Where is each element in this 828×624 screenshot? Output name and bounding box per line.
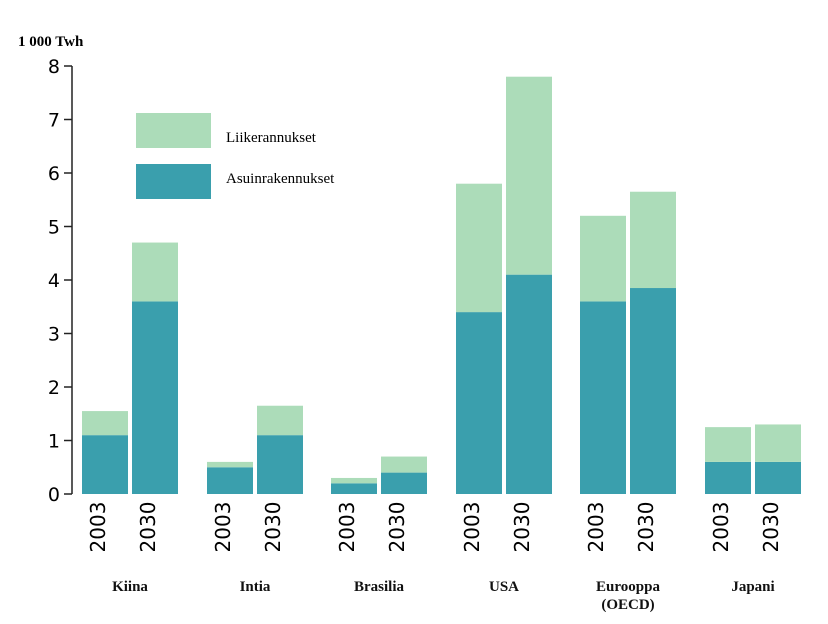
x-tick-label: 2030: [510, 502, 534, 553]
x-tick-label: 2030: [634, 502, 658, 553]
bar-segment: [456, 312, 502, 494]
bar-segment: [630, 191, 676, 289]
bar-segment: [257, 435, 303, 494]
bar-segment: [580, 301, 626, 494]
y-tick-label: 0: [48, 484, 60, 506]
bar-segment: [630, 288, 676, 494]
x-tick-label: 2030: [261, 502, 285, 553]
bar-segment: [331, 483, 377, 494]
y-tick-label: 6: [48, 163, 60, 185]
bar-segment: [257, 405, 303, 436]
group-label: USA: [488, 579, 519, 595]
bar-segment: [705, 427, 751, 462]
x-tick-label: 2003: [460, 502, 484, 553]
bar-segment: [506, 274, 552, 494]
y-axis-label: 1 000 Twh: [18, 34, 84, 50]
group-label: Kiina: [112, 579, 148, 595]
y-tick-label: 3: [48, 324, 60, 346]
legend-swatch: [136, 164, 211, 199]
bar-segment: [755, 424, 801, 462]
bar-segment: [580, 215, 626, 302]
bar-segment: [207, 461, 253, 468]
legend-label: Liikerannukset: [226, 130, 317, 146]
bar-segment: [331, 477, 377, 484]
group-label: Intia: [239, 579, 271, 595]
y-tick-label: 7: [48, 110, 60, 132]
bar-segment: [381, 456, 427, 473]
y-tick-label: 8: [48, 56, 60, 78]
y-tick-label: 2: [48, 377, 60, 399]
x-tick-label: 2003: [335, 502, 359, 553]
bar-segment: [82, 435, 128, 494]
bar-segment: [82, 411, 128, 436]
bar-segment: [207, 467, 253, 494]
bar-segment: [381, 472, 427, 494]
y-tick-label: 1: [48, 431, 60, 453]
group-label: Eurooppa (OECD): [596, 579, 660, 613]
group-label: Brasilia: [353, 579, 404, 595]
group-label: Japani: [731, 579, 775, 595]
bar-segment: [705, 461, 751, 494]
legend-label: Asuinrakennukset: [226, 171, 335, 187]
x-tick-label: 2003: [211, 502, 235, 553]
y-tick-label: 4: [48, 270, 60, 292]
bar-segment: [132, 301, 178, 494]
bar-segment: [456, 183, 502, 313]
bar-segment: [755, 461, 801, 494]
bar-segment: [132, 242, 178, 302]
bar-segment: [506, 76, 552, 275]
y-tick-label: 5: [48, 217, 60, 239]
x-tick-label: 2030: [759, 502, 783, 553]
x-tick-label: 2003: [709, 502, 733, 553]
x-tick-label: 2030: [385, 502, 409, 553]
x-tick-label: 2003: [584, 502, 608, 553]
x-tick-label: 2003: [86, 502, 110, 553]
legend-swatch: [136, 113, 211, 148]
x-tick-label: 2030: [136, 502, 160, 553]
